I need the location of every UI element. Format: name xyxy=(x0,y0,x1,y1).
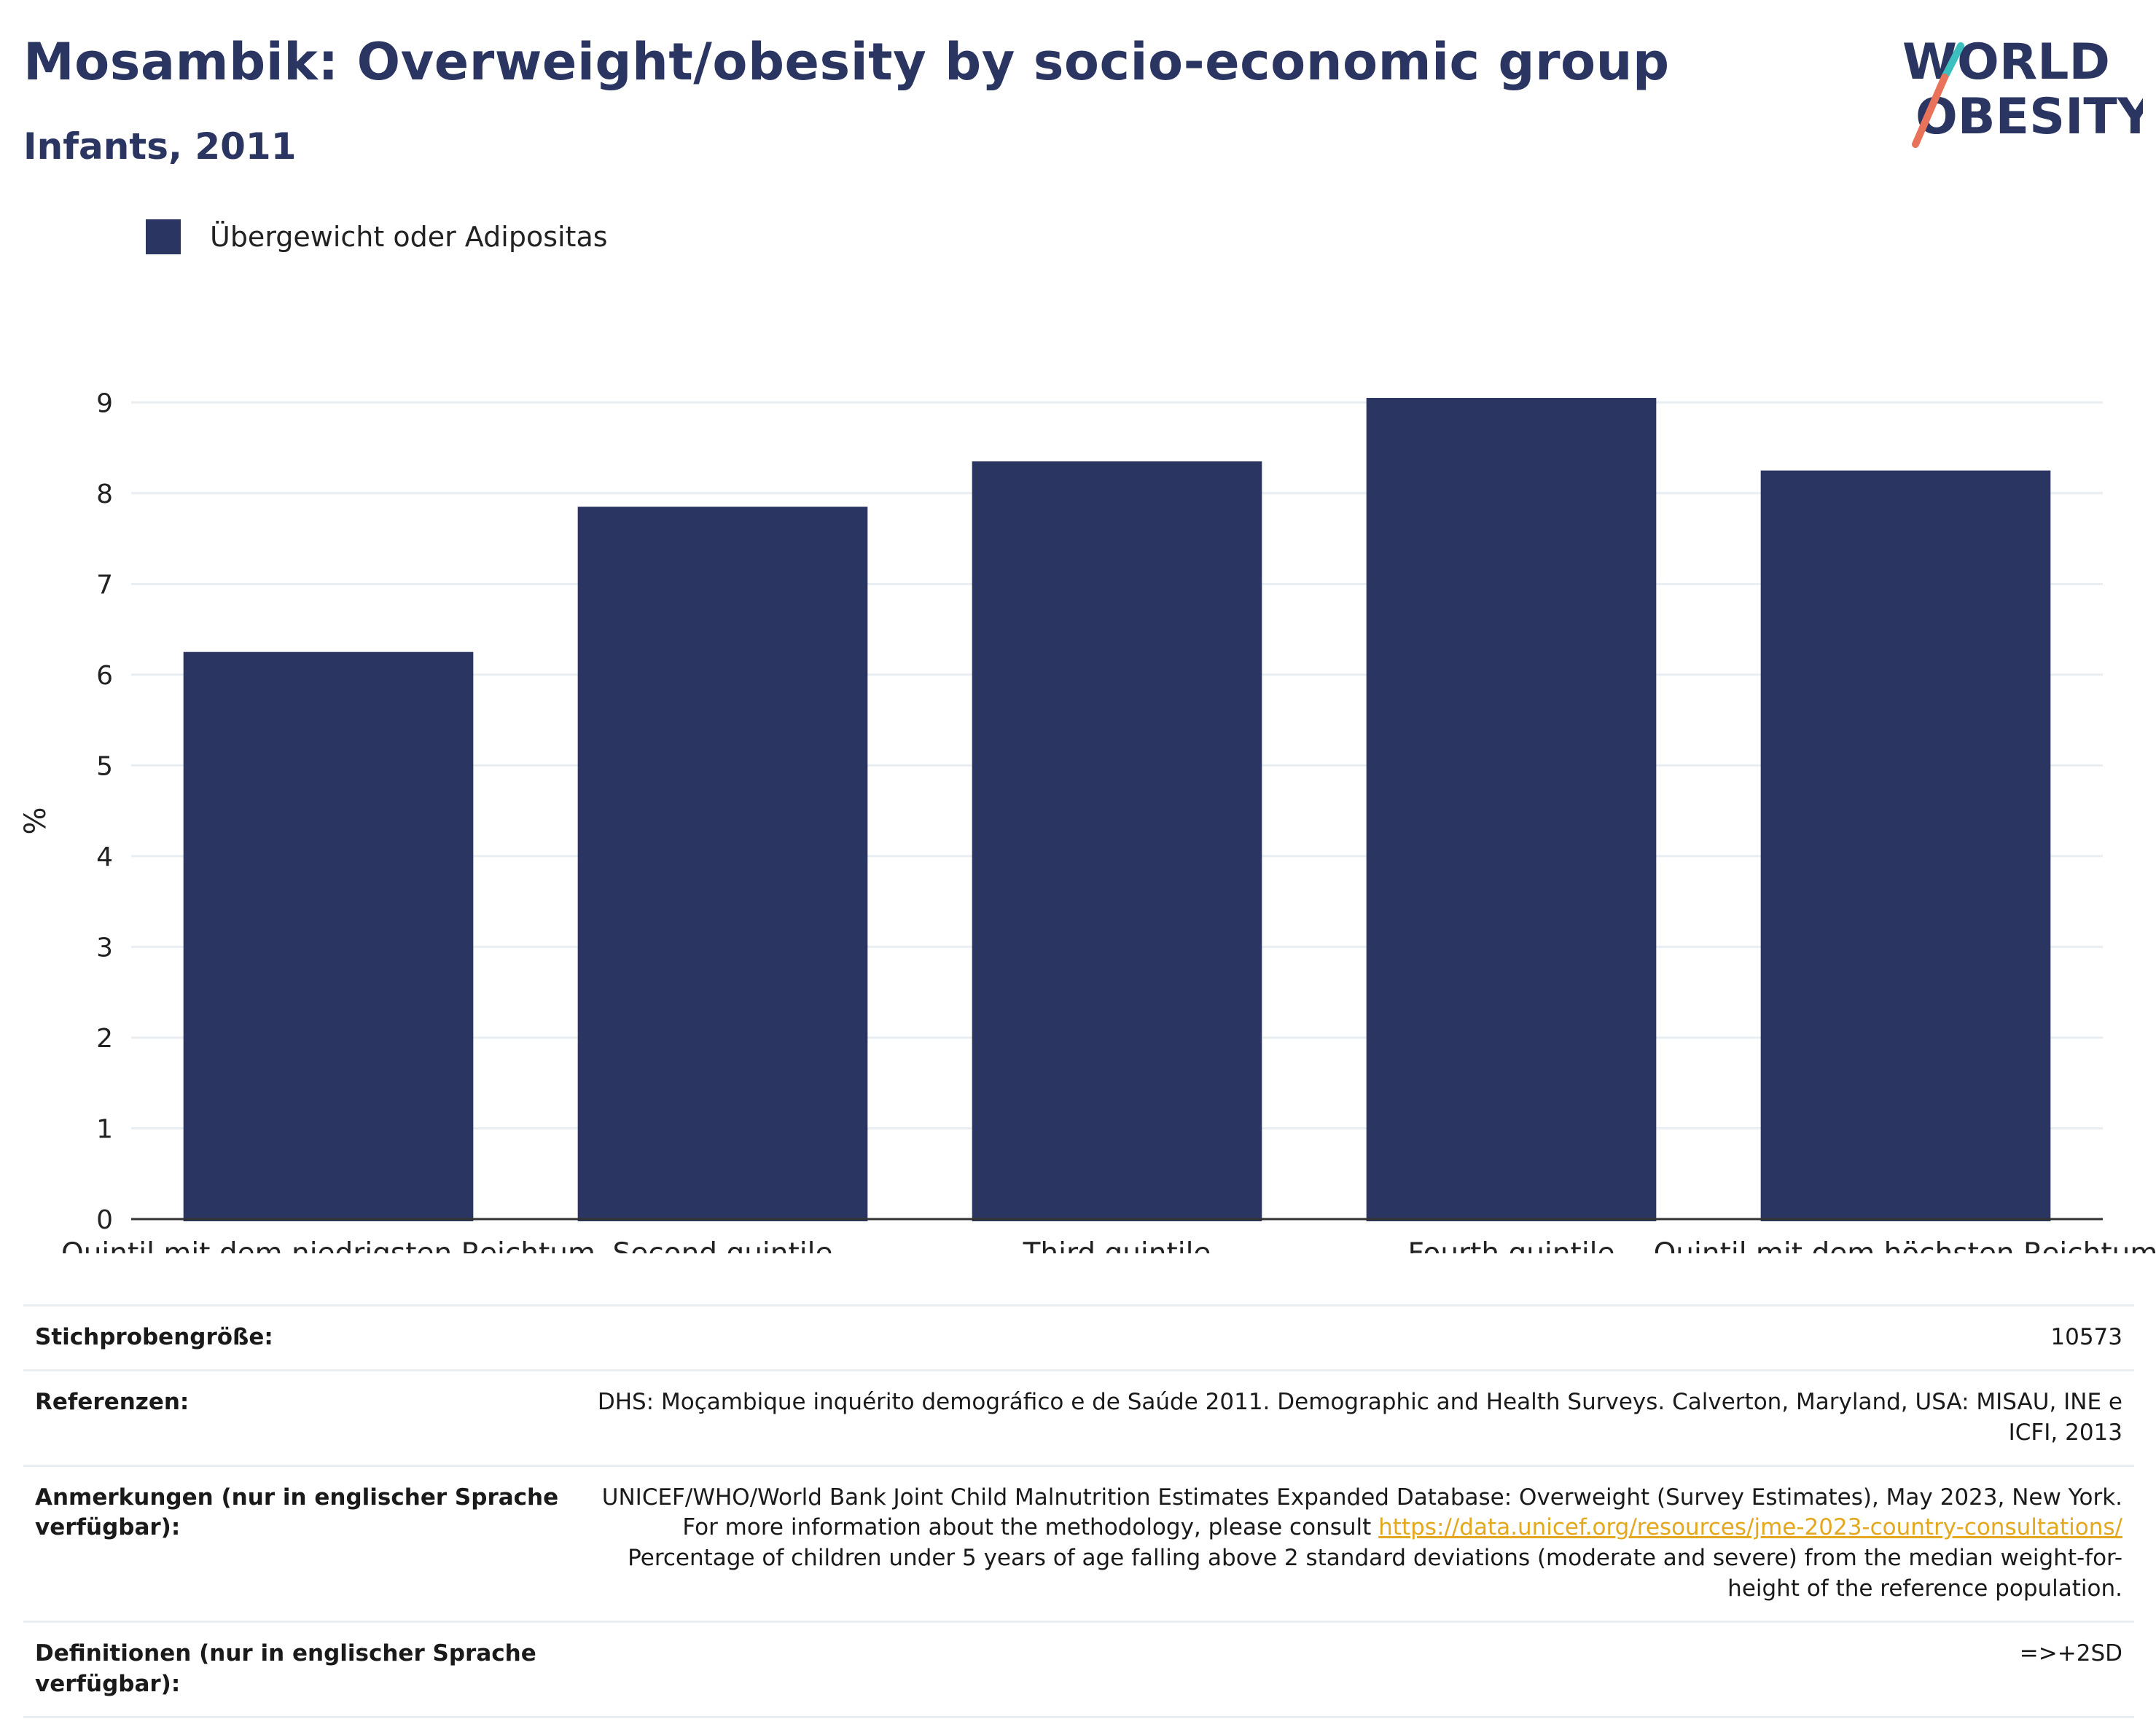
chart-legend[interactable]: Übergewicht oder Adipositas xyxy=(146,219,608,255)
info-row-definitions: Definitionen (nur in englischer Sprache … xyxy=(23,1620,2134,1718)
info-row-sample-size: Stichprobengröße: 10573 xyxy=(23,1304,2134,1371)
sample-size-value: 10573 xyxy=(571,1304,2134,1371)
logo-slash-teal xyxy=(1941,42,1964,81)
y-tick-label: 8 xyxy=(96,479,113,509)
info-row-references: Referenzen: DHS: Moçambique inquérito de… xyxy=(23,1368,2134,1467)
bar xyxy=(183,651,474,1221)
notes-value: UNICEF/WHO/World Bank Joint Child Malnut… xyxy=(571,1464,2134,1623)
legend-label: Übergewicht oder Adipositas xyxy=(210,221,608,253)
bar xyxy=(1366,398,1657,1221)
definitions-label: Definitionen (nur in englischer Sprache … xyxy=(23,1620,571,1718)
y-tick-label: 4 xyxy=(96,842,113,872)
notes-text-after: Percentage of children under 5 years of … xyxy=(628,1545,2122,1602)
bar xyxy=(577,506,868,1221)
x-tick-label: Fourth quintile xyxy=(1407,1237,1614,1253)
logo-line-1: WORLD xyxy=(1902,34,2110,91)
references-label: Referenzen: xyxy=(23,1368,571,1467)
bar xyxy=(1760,470,2051,1221)
x-tick-label: Quintil mit dem niedrigsten Reichtum xyxy=(61,1237,595,1253)
y-tick-label: 5 xyxy=(96,751,113,781)
bar xyxy=(972,461,1262,1221)
x-tick-label: Second quintile xyxy=(613,1237,833,1253)
y-axis-title: % xyxy=(19,807,52,834)
y-tick-label: 2 xyxy=(96,1024,113,1054)
info-table: Stichprobengröße: 10573 Referenzen: DHS:… xyxy=(23,1304,2134,1718)
definitions-value: =>+2SD xyxy=(571,1620,2134,1718)
references-value: DHS: Moçambique inquérito demográfico e … xyxy=(571,1368,2134,1467)
notes-link[interactable]: https://data.unicef.org/resources/jme-20… xyxy=(1378,1514,2122,1541)
x-tick-label: Quintil mit dem höchsten Reichtum xyxy=(1654,1237,2156,1253)
x-tick-label: Third quintile xyxy=(1023,1237,1211,1253)
y-tick-label: 0 xyxy=(96,1205,113,1235)
y-tick-label: 6 xyxy=(96,661,113,691)
y-tick-label: 9 xyxy=(96,388,113,418)
y-tick-label: 1 xyxy=(96,1114,113,1144)
chart-title: Mosambik: Overweight/obesity by socio-ec… xyxy=(23,32,1670,92)
chart-subtitle: Infants, 2011 xyxy=(23,125,297,168)
logo-line-2: OBESITY xyxy=(1915,88,2143,146)
logo-slash-coral xyxy=(1912,74,1948,148)
y-tick-label: 3 xyxy=(96,933,113,963)
notes-label: Anmerkungen (nur in englischer Sprache v… xyxy=(23,1464,571,1623)
sample-size-label: Stichprobengröße: xyxy=(23,1304,571,1371)
info-row-notes: Anmerkungen (nur in englischer Sprache v… xyxy=(23,1464,2134,1623)
bar-chart: 0 1 2 3 4 5 6 7 8 9% Quintil mit dem niedrigsten R… xyxy=(19,388,2156,1253)
legend-swatch xyxy=(146,219,181,254)
y-tick-label: 7 xyxy=(96,570,113,600)
world-obesity-logo: WORLD OBESITY xyxy=(1902,34,2143,148)
notes-text-before: UNICEF/WHO/World Bank Joint Child Malnut… xyxy=(601,1484,2122,1541)
